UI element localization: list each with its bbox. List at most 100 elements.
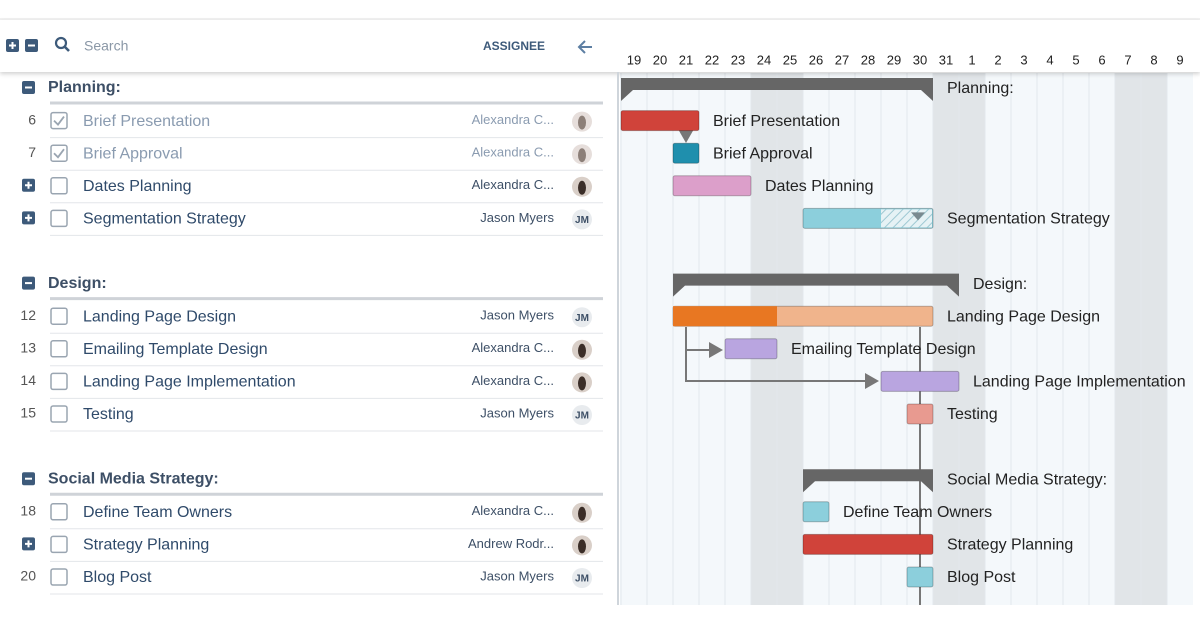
checkbox[interactable] (50, 405, 68, 423)
bar-label: Dates Planning (765, 178, 874, 195)
assignee: Jason Myers (480, 405, 554, 420)
task-bar (880, 370, 960, 392)
checkbox[interactable] (50, 209, 68, 228)
bar-label: Brief Approval (713, 145, 813, 162)
search-input[interactable]: Search (84, 38, 128, 54)
weekend-column (1115, 73, 1141, 605)
bar-label: Blog Post (947, 569, 1016, 586)
task-id: 13 (20, 340, 36, 356)
avatar (572, 307, 592, 328)
checkbox[interactable] (50, 340, 68, 358)
day-label: 2 (994, 52, 1001, 67)
search-icon[interactable] (54, 36, 68, 50)
avatar (572, 568, 592, 588)
bar-label: Emailing Template Design (791, 341, 976, 358)
day-label: 28 (861, 52, 875, 67)
assignee: Alexandra C... (472, 340, 554, 355)
task-id: 18 (20, 503, 36, 519)
task-bar (620, 110, 700, 132)
task-name[interactable]: Emailing Template Design (83, 341, 268, 358)
task-name[interactable]: Blog Post (83, 569, 152, 586)
checkbox[interactable] (50, 111, 68, 130)
weekend-column (959, 73, 985, 605)
task-id: 12 (20, 307, 36, 323)
bar-label: Brief Presentation (713, 113, 840, 130)
day-label: 21 (679, 52, 693, 67)
collapse-panel[interactable] (577, 40, 592, 54)
bar-label: Testing (947, 406, 998, 423)
task-name[interactable]: Define Team Owners (83, 504, 232, 521)
checkbox[interactable] (50, 177, 68, 195)
day-label: 23 (731, 52, 745, 67)
day-label: 7 (1124, 52, 1131, 67)
day-label: 24 (757, 52, 771, 67)
summary-label: Design: (973, 276, 1027, 293)
day-label: 22 (705, 52, 719, 67)
day-label: 3 (1020, 52, 1027, 67)
checkbox[interactable] (50, 144, 68, 162)
avatar-head (578, 539, 586, 554)
checkbox[interactable] (50, 307, 68, 325)
task-name[interactable]: Brief Approval (83, 145, 183, 162)
task-name[interactable]: Strategy Planning (83, 537, 209, 554)
day-label: 29 (887, 52, 901, 67)
plus (25, 540, 32, 548)
plus (25, 181, 32, 189)
task-name[interactable]: Testing (83, 406, 134, 423)
avatar (572, 405, 592, 425)
checkmark (53, 116, 65, 126)
day-label: 27 (835, 52, 849, 67)
task-name[interactable]: Landing Page Design (83, 308, 236, 325)
task-bar (724, 338, 778, 360)
avatar-head (578, 506, 586, 521)
summary-label: Planning: (947, 80, 1014, 97)
day-label: 31 (939, 52, 953, 67)
day-label: 1 (968, 52, 975, 67)
progress-bar (673, 306, 777, 327)
task-name[interactable]: Brief Presentation (83, 113, 210, 130)
avatar-head (578, 343, 586, 358)
bar-label: Segmentation Strategy (947, 211, 1110, 228)
assignee: Jason Myers (480, 568, 554, 583)
checkbox[interactable] (50, 535, 68, 554)
day-label: 30 (913, 52, 927, 67)
task-id: 20 (20, 568, 36, 584)
task-name[interactable]: Dates Planning (83, 178, 192, 195)
day-label: 26 (809, 52, 823, 67)
plus (25, 214, 32, 222)
weekend-column (1141, 73, 1167, 605)
checkbox[interactable] (50, 568, 68, 586)
assignee: Alexandra C... (472, 177, 554, 192)
group-name: Design: (48, 275, 107, 292)
checkmark (53, 148, 65, 159)
task-name[interactable]: Landing Page Implementation (83, 374, 296, 391)
avatar-initials: JM (575, 411, 589, 422)
day-label: 20 (653, 52, 667, 67)
group-name: Social Media Strategy: (48, 470, 219, 487)
assignee: Alexandra C... (472, 373, 554, 388)
task-id: 14 (20, 372, 36, 388)
avatar-initials: JM (575, 574, 589, 585)
summary-label: Social Media Strategy: (947, 471, 1107, 488)
dependency-arrow (685, 350, 879, 389)
task-name[interactable]: Segmentation Strategy (83, 211, 246, 228)
avatar-head (578, 148, 586, 163)
day-label: 9 (1176, 52, 1183, 67)
assignee: Andrew Rodr... (468, 536, 554, 551)
day-header: 19 20 21 22 23 24 25 26 27 28 29 30 31 1 2 3 4 5 6 7 8 9 (627, 52, 1184, 67)
day-label: 25 (783, 52, 797, 67)
assignee: Jason Myers (480, 210, 554, 225)
task-bar (672, 175, 752, 197)
progress-handle[interactable] (911, 212, 925, 221)
checkbox[interactable] (50, 503, 68, 521)
assignee: Jason Myers (480, 308, 554, 323)
remaining (881, 209, 932, 228)
weekend-column (933, 73, 959, 605)
task-bar (672, 142, 700, 164)
checkbox[interactable] (50, 372, 68, 391)
avatar-head (578, 115, 586, 130)
bar-label: Landing Page Implementation (973, 374, 1186, 391)
assignee-header[interactable]: ASSIGNEE (483, 39, 545, 53)
day-label: 4 (1046, 52, 1053, 67)
